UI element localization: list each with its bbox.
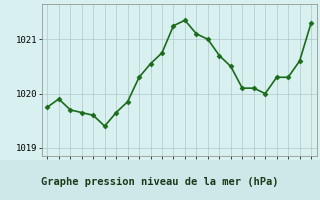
- Text: Graphe pression niveau de la mer (hPa): Graphe pression niveau de la mer (hPa): [41, 177, 279, 187]
